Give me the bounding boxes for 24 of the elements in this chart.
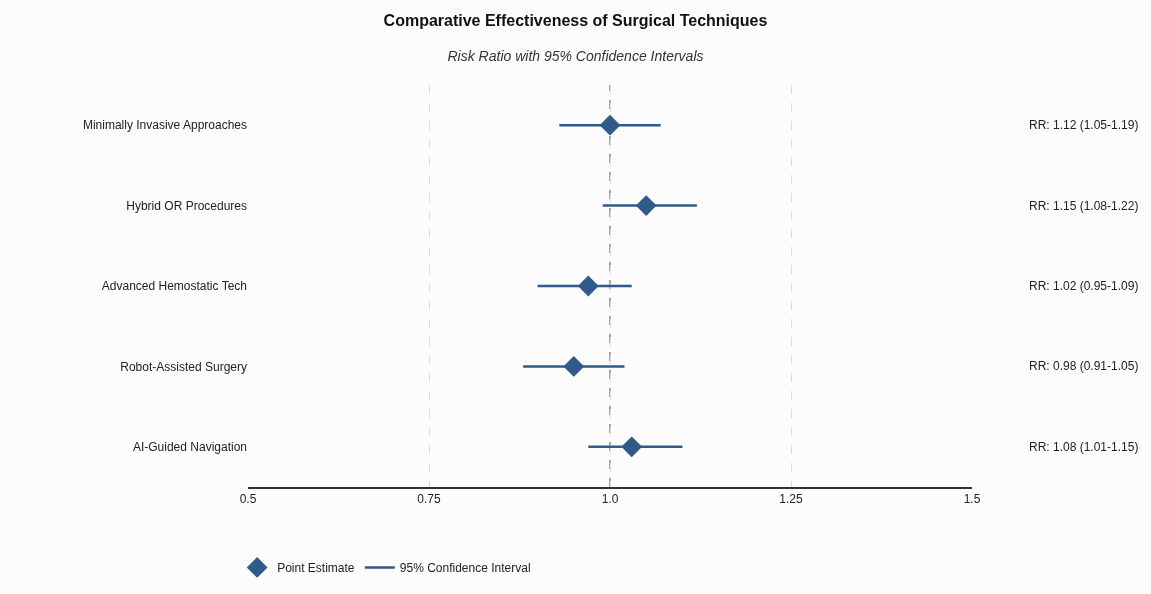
text: RR: 0.98 (0.91-1.05) (1029, 359, 1139, 373)
legend-label: Point Estimate (277, 561, 355, 576)
point (577, 275, 599, 297)
x-tick-label: 0.5 (239, 492, 257, 507)
point (621, 436, 643, 458)
y-tick-label: Robot-Assisted Surgery (120, 359, 247, 374)
x-tick-label: 1.25 (779, 492, 803, 507)
x-tick-label: 0.75 (417, 492, 441, 507)
point (635, 195, 657, 216)
x-tick-label: 1.5 (963, 492, 981, 507)
y-tick-label: Advanced Hemostatic Tech (101, 279, 247, 294)
chart-subtitle: Risk Ratio with 95% Confidence Intervals (447, 48, 704, 65)
legend-label: 95% Confidence Interval (399, 561, 531, 576)
chart-title: Comparative Effectiveness of Surgical Techniques (383, 12, 768, 30)
point (563, 356, 585, 377)
text: RR: 1.15 (1.08-1.22) (1029, 199, 1139, 213)
text: RR: 1.08 (1.01-1.15) (1029, 440, 1139, 454)
y-tick-label: Minimally Invasive Approaches (82, 118, 247, 133)
x-tick-label: 1.0 (601, 492, 619, 507)
point (599, 114, 621, 136)
text: RR: 1.12 (1.05-1.19) (1029, 118, 1139, 132)
text: RR: 1.02 (0.95-1.09) (1029, 279, 1139, 293)
y-tick-label: Hybrid OR Procedures (126, 198, 247, 213)
y-tick-label: AI-Guided Navigation (132, 440, 247, 454)
